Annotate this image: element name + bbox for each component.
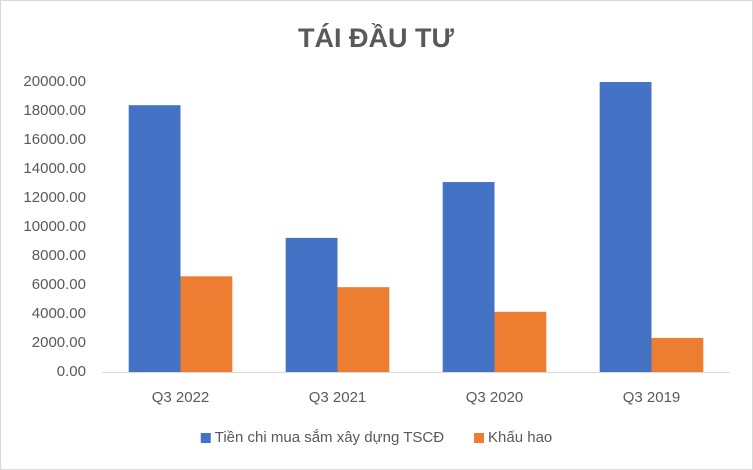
bar [337,287,390,372]
bar [599,82,652,372]
y-tick-label: 10000.00 [23,218,86,235]
x-tick-label: Q3 2019 [623,389,681,406]
y-tick-label: 8000.00 [32,247,86,264]
x-tick-label: Q3 2021 [309,389,367,406]
bar [285,237,338,372]
y-tick-label: 6000.00 [32,276,86,293]
bar [494,311,547,372]
bar [442,182,495,372]
y-tick-label: 4000.00 [32,305,86,322]
legend-swatch [200,433,211,443]
legend-swatch [474,433,485,443]
legend-label: Tiền chi mua sắm xây dựng TSCĐ [215,429,444,446]
y-tick-label: 2000.00 [32,334,86,351]
bar [128,105,181,372]
y-tick-label: 18000.00 [23,102,86,119]
legend-label: Khấu hao [488,429,552,446]
y-tick-label: 12000.00 [23,189,86,206]
bar [651,337,704,372]
x-tick-label: Q3 2020 [466,389,524,406]
y-tick-label: 0.00 [57,363,86,380]
chart-title: TÁI ĐẦU TƯ [298,22,454,53]
bar [180,276,233,372]
y-tick-label: 20000.00 [23,73,86,90]
x-tick-label: Q3 2022 [152,389,210,406]
y-tick-label: 14000.00 [23,160,86,177]
y-tick-label: 16000.00 [23,131,86,148]
